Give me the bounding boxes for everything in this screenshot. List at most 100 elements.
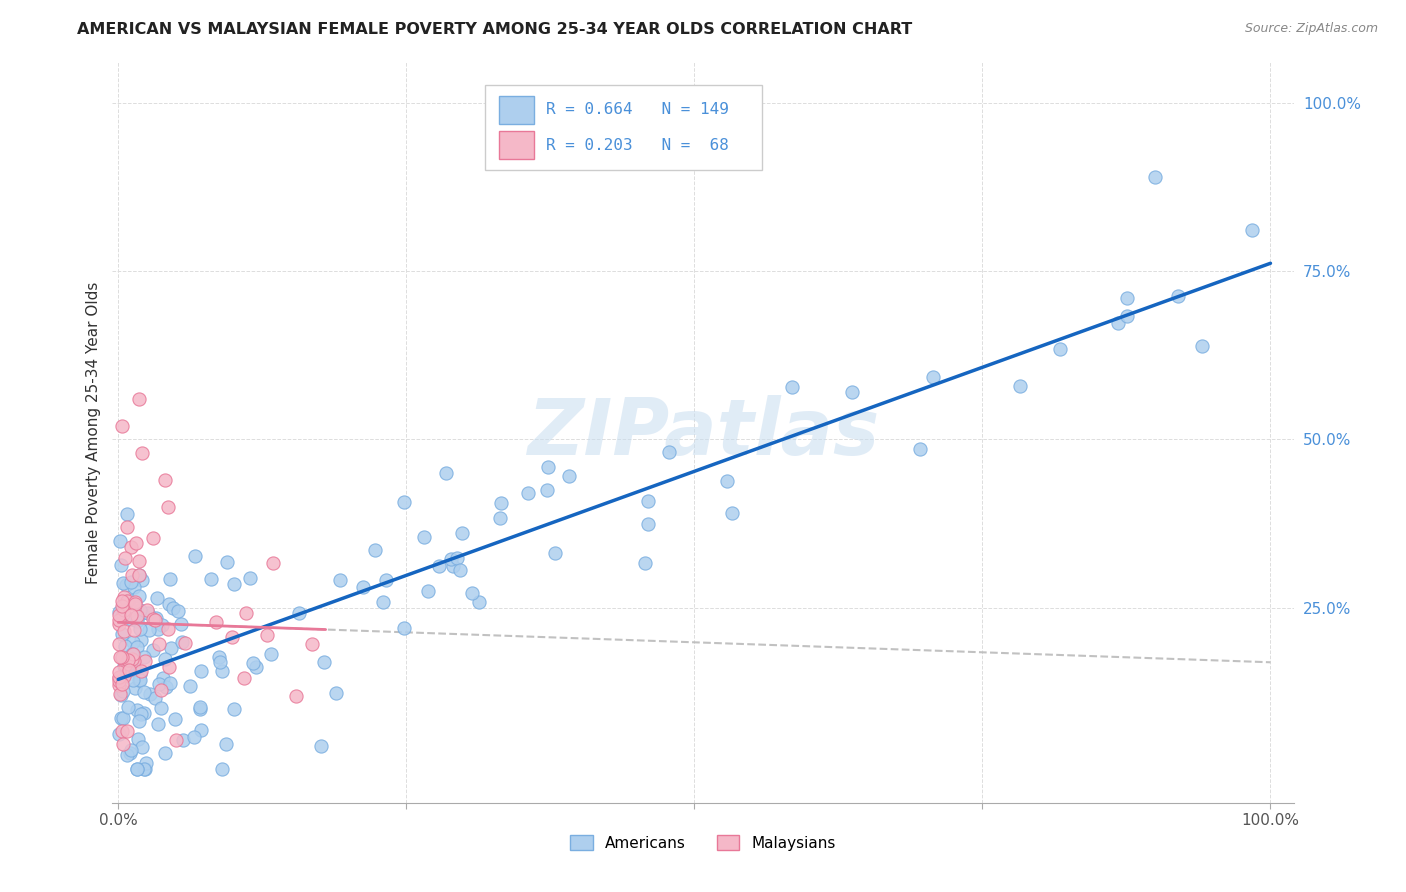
- Point: [148, 637, 170, 651]
- Point: [537, 459, 560, 474]
- Point: [157, 597, 180, 611]
- Text: AMERICAN VS MALAYSIAN FEMALE POVERTY AMONG 25-34 YEAR OLDS CORRELATION CHART: AMERICAN VS MALAYSIAN FEMALE POVERTY AMO…: [77, 22, 912, 37]
- Point: [131, 664, 153, 678]
- Point: [446, 550, 468, 565]
- Point: [658, 445, 681, 459]
- Point: [112, 669, 135, 683]
- Point: [112, 603, 135, 617]
- Point: [200, 573, 222, 587]
- Point: [128, 568, 150, 582]
- Point: [721, 506, 744, 520]
- Point: [129, 706, 152, 721]
- Point: [120, 608, 142, 623]
- Point: [146, 717, 169, 731]
- Point: [127, 609, 149, 624]
- Point: [111, 418, 134, 433]
- Point: [110, 558, 132, 572]
- Point: [427, 559, 450, 574]
- Point: [115, 724, 138, 739]
- Point: [108, 637, 131, 651]
- Point: [215, 555, 238, 569]
- Point: [412, 530, 434, 544]
- Point: [232, 671, 254, 685]
- Point: [128, 589, 150, 603]
- Point: [128, 392, 150, 406]
- Point: [153, 473, 176, 487]
- Point: [120, 656, 142, 670]
- Point: [121, 647, 143, 661]
- Point: [146, 622, 169, 636]
- Point: [329, 573, 352, 587]
- Point: [374, 573, 396, 587]
- Point: [121, 673, 143, 688]
- Point: [392, 621, 415, 635]
- Point: [152, 672, 174, 686]
- Point: [245, 660, 267, 674]
- Point: [150, 682, 173, 697]
- Point: [285, 689, 308, 703]
- Point: [179, 679, 201, 693]
- Point: [128, 553, 150, 567]
- Point: [120, 540, 142, 554]
- Point: [153, 747, 176, 761]
- Point: [124, 595, 146, 609]
- Point: [112, 711, 135, 725]
- Point: [637, 494, 659, 508]
- Point: [128, 623, 150, 637]
- Point: [782, 380, 804, 394]
- Point: [235, 606, 257, 620]
- Point: [392, 494, 415, 508]
- Point: [128, 714, 150, 728]
- Point: [155, 680, 177, 694]
- Point: [489, 511, 512, 525]
- Point: [120, 743, 142, 757]
- Point: [184, 549, 207, 563]
- Point: [167, 604, 190, 618]
- Point: [108, 670, 131, 684]
- Point: [138, 623, 160, 637]
- Point: [146, 591, 169, 605]
- Point: [449, 563, 471, 577]
- Point: [170, 617, 193, 632]
- Point: [239, 571, 262, 585]
- Point: [131, 606, 153, 620]
- Point: [111, 737, 134, 751]
- Point: [145, 611, 167, 625]
- Point: [156, 622, 179, 636]
- Point: [111, 649, 134, 664]
- Point: [128, 568, 150, 582]
- Point: [122, 623, 145, 637]
- Point: [127, 762, 149, 776]
- Point: [716, 474, 738, 488]
- Point: [143, 613, 166, 627]
- Point: [183, 731, 205, 745]
- Point: [108, 674, 131, 689]
- Point: [174, 636, 197, 650]
- Point: [224, 701, 246, 715]
- Point: [150, 618, 173, 632]
- FancyBboxPatch shape: [485, 85, 762, 169]
- Point: [108, 533, 131, 548]
- Point: [117, 594, 139, 608]
- Point: [142, 612, 165, 626]
- Point: [124, 681, 146, 695]
- Point: [157, 660, 180, 674]
- Point: [134, 762, 156, 776]
- Point: [108, 671, 131, 685]
- Point: [128, 673, 150, 687]
- Point: [125, 640, 148, 654]
- Point: [1191, 339, 1213, 353]
- Point: [190, 723, 212, 737]
- Point: [110, 687, 132, 701]
- Point: [309, 739, 332, 753]
- Point: [159, 675, 181, 690]
- Point: [467, 594, 489, 608]
- Point: [120, 612, 142, 626]
- Point: [118, 653, 141, 667]
- Point: [134, 654, 156, 668]
- Point: [131, 446, 153, 460]
- Point: [162, 601, 184, 615]
- Point: [301, 637, 323, 651]
- Point: [114, 659, 136, 673]
- Point: [108, 665, 131, 679]
